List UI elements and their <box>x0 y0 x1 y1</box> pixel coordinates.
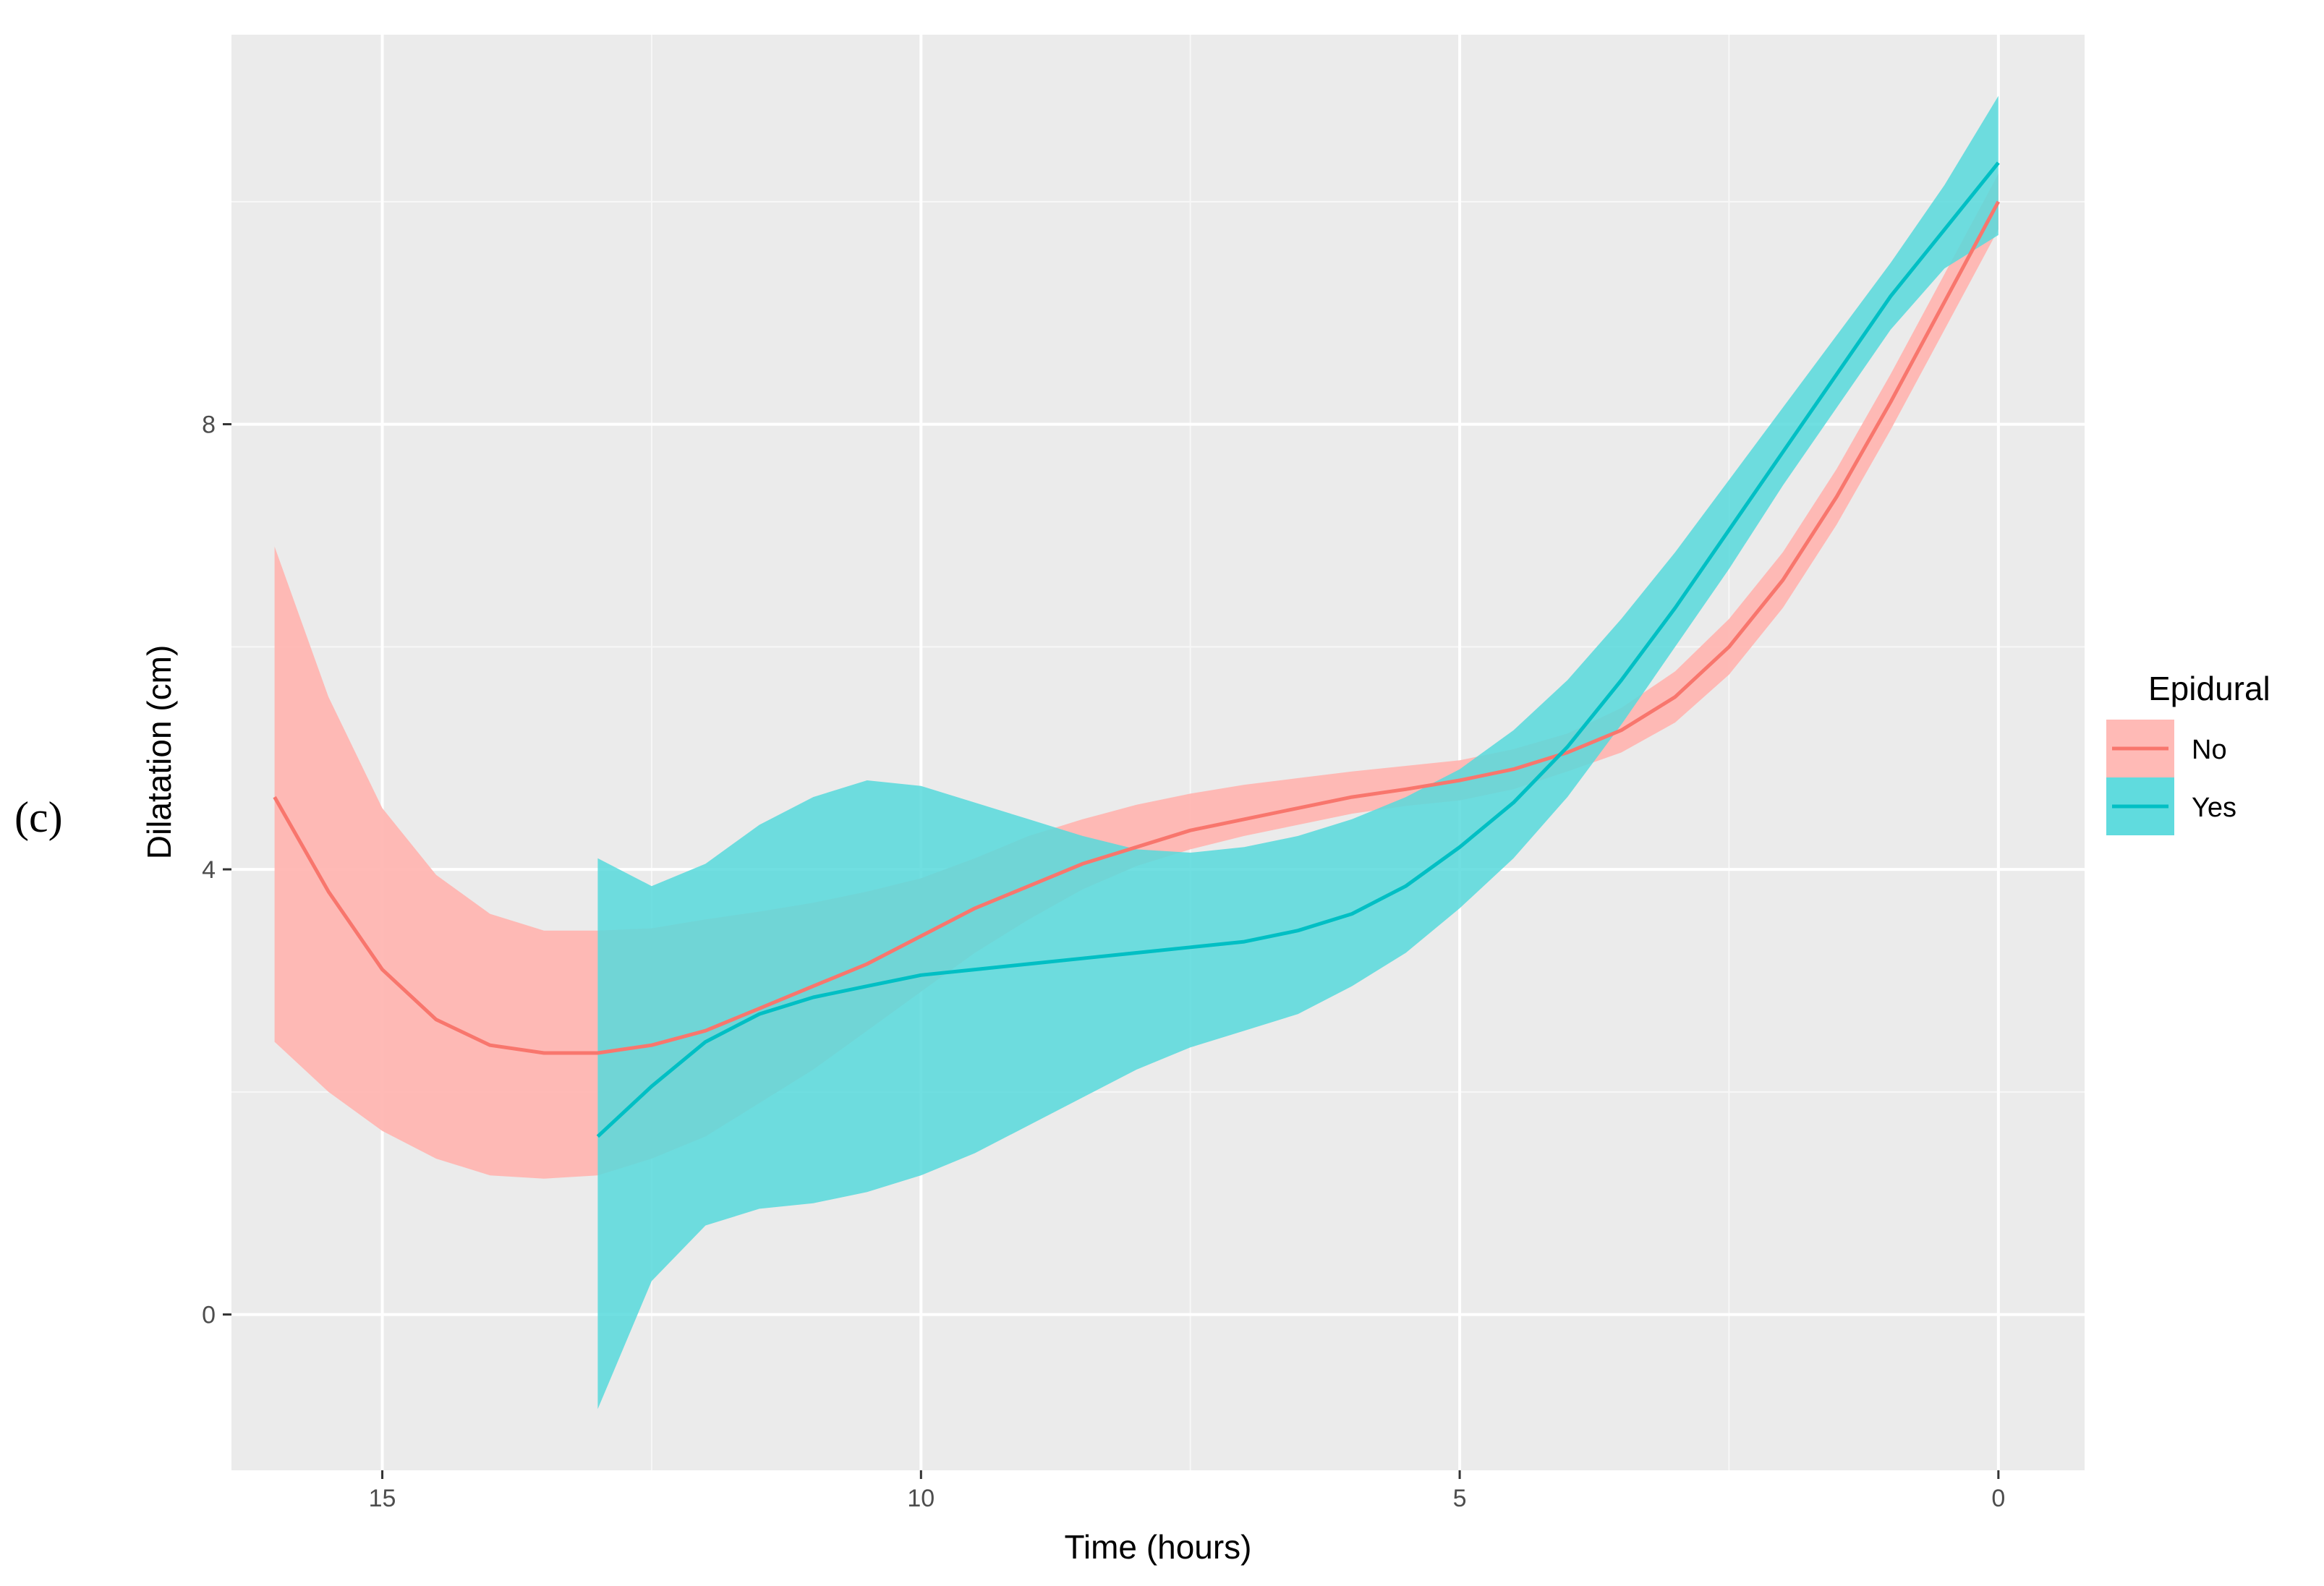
x-tick-label: 15 <box>369 1485 396 1512</box>
legend-title: Epidural <box>2148 670 2270 707</box>
legend: Epidural No Yes <box>2106 670 2270 835</box>
y-axis: 0 4 8 <box>202 412 231 1329</box>
x-tick-label: 5 <box>1453 1485 1467 1512</box>
legend-label-no: No <box>2192 735 2227 765</box>
panel-label: (c) <box>14 793 63 841</box>
line-yes <box>596 161 2000 1138</box>
series-lines <box>273 161 2001 1138</box>
y-axis-title: Dilatation (cm) <box>140 645 178 860</box>
y-tick-label: 4 <box>202 856 216 884</box>
band-yes <box>597 95 1999 1410</box>
line-no <box>273 200 2001 1055</box>
x-tick-label: 0 <box>1991 1485 2005 1512</box>
confidence-bands <box>274 95 1999 1410</box>
x-axis: 15 10 5 0 <box>369 1470 2005 1512</box>
y-tick-label: 8 <box>202 412 216 439</box>
legend-label-yes: Yes <box>2192 793 2236 823</box>
y-tick-label: 0 <box>202 1302 216 1329</box>
x-tick-label: 10 <box>907 1485 935 1512</box>
x-axis-title: Time (hours) <box>1065 1528 1252 1566</box>
plot-panel <box>231 35 2085 1470</box>
